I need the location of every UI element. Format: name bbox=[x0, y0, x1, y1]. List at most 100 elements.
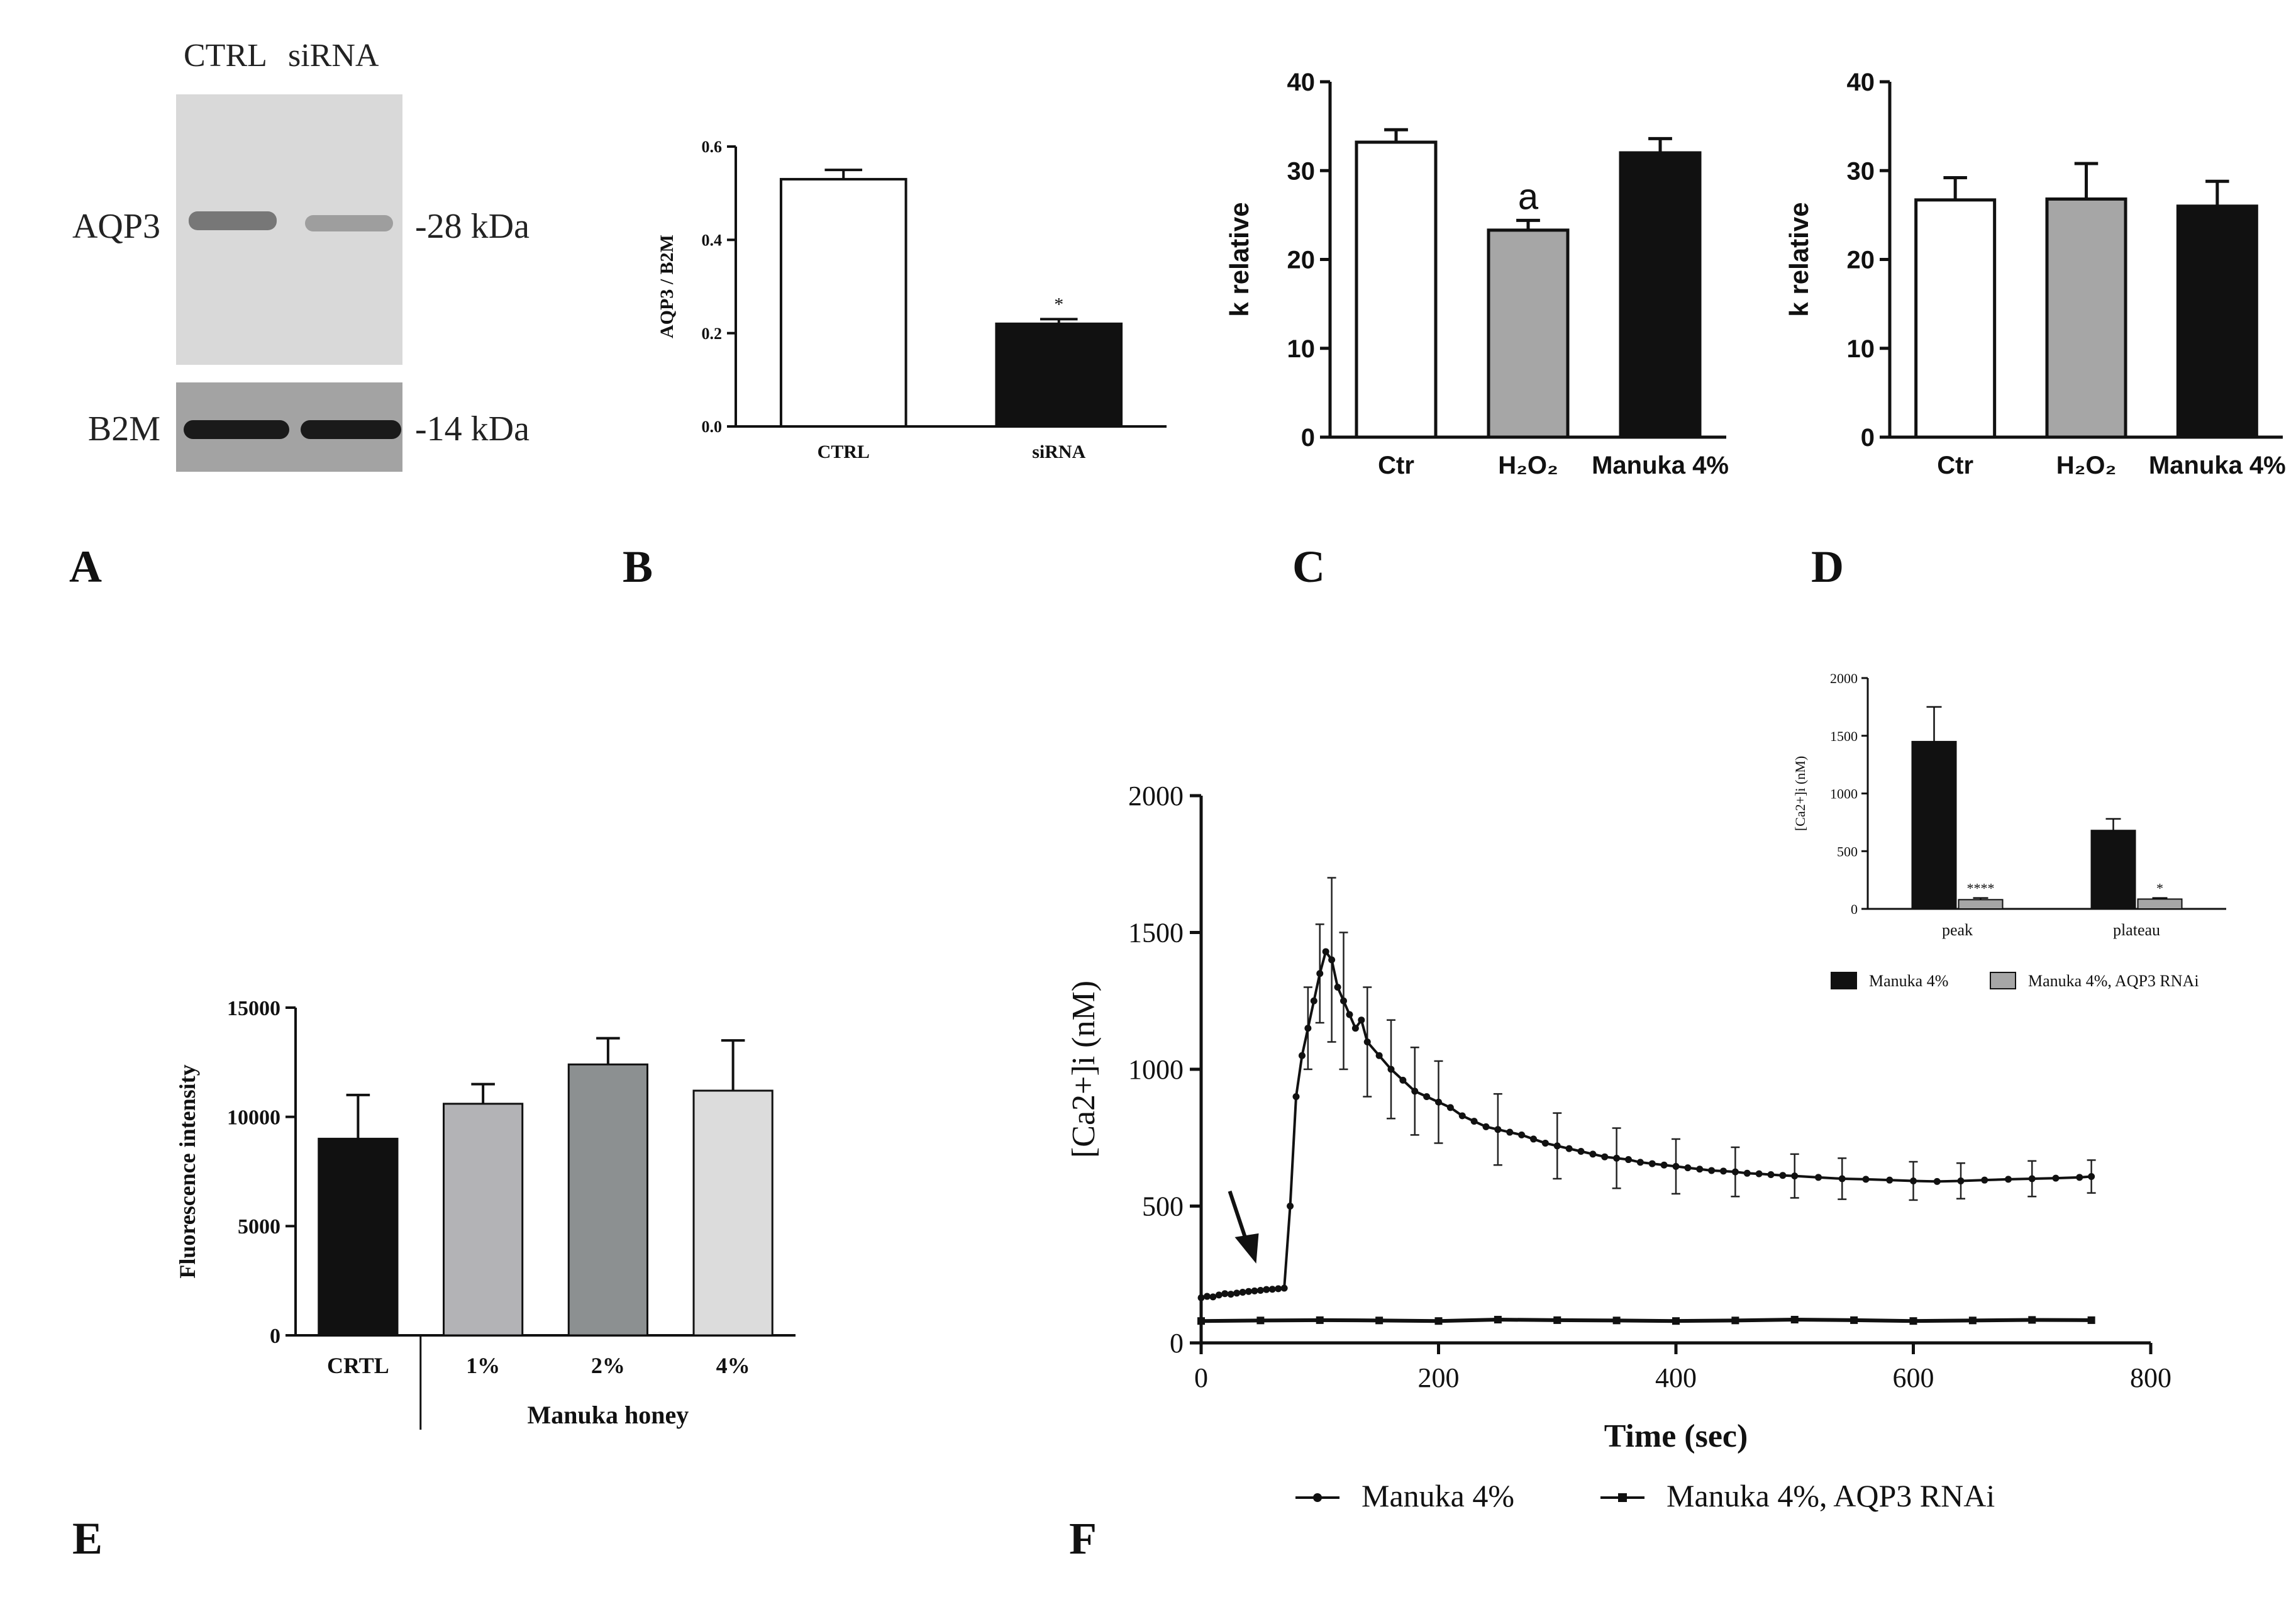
data-point-aqp3-rnai bbox=[1612, 1316, 1621, 1325]
data-point-manuka bbox=[1375, 1052, 1383, 1059]
data-point-manuka bbox=[1239, 1289, 1246, 1296]
data-point-manuka bbox=[1660, 1161, 1668, 1169]
bar-annotation: * bbox=[1054, 294, 1063, 314]
data-point-manuka bbox=[1268, 1286, 1276, 1293]
legend-label-aqp3-rnai: Manuka 4%, AQP3 RNAi bbox=[1667, 1478, 1995, 1513]
y-tick-label: 1500 bbox=[1830, 728, 1858, 744]
data-point-manuka bbox=[1684, 1164, 1692, 1172]
y-tick-label: 30 bbox=[1847, 157, 1875, 185]
y-axis-label: AQP3 / B2M bbox=[657, 235, 677, 338]
data-point-manuka bbox=[1322, 948, 1329, 955]
y-tick-label: 20 bbox=[1287, 247, 1316, 274]
data-point-manuka bbox=[1435, 1098, 1442, 1106]
data-point-manuka bbox=[1316, 970, 1324, 977]
data-point-manuka bbox=[1553, 1142, 1561, 1150]
data-point-manuka bbox=[1423, 1093, 1431, 1100]
y-tick-label: 0.0 bbox=[702, 418, 723, 436]
data-point-manuka bbox=[1910, 1177, 1917, 1184]
data-point-manuka bbox=[1815, 1174, 1822, 1181]
data-point-manuka bbox=[1648, 1160, 1656, 1167]
x-tick-label: Ctr bbox=[1378, 452, 1414, 479]
x-tick-label: CRTL bbox=[327, 1353, 389, 1378]
data-point-manuka bbox=[2028, 1175, 2036, 1182]
y-tick-label: 5000 bbox=[238, 1215, 280, 1238]
blot-mw-b2m: -14 kDa bbox=[415, 409, 530, 448]
data-point-manuka bbox=[1565, 1145, 1573, 1152]
x-tick-label: 600 bbox=[1893, 1362, 1934, 1393]
data-point-aqp3-rnai bbox=[2028, 1316, 2036, 1324]
y-tick-label: 500 bbox=[1142, 1191, 1184, 1222]
data-point-manuka bbox=[1838, 1175, 1846, 1182]
data-point-manuka bbox=[1613, 1154, 1621, 1162]
data-point-manuka bbox=[1862, 1176, 1870, 1183]
data-point-manuka bbox=[1203, 1293, 1211, 1300]
data-point-manuka bbox=[1933, 1177, 1941, 1185]
panel-label-d: D bbox=[1811, 542, 1844, 592]
data-point-manuka bbox=[1310, 997, 1317, 1004]
data-point-manuka bbox=[1215, 1291, 1223, 1299]
x-tick-label: CTRL bbox=[818, 442, 870, 462]
x-tick-label: H₂O₂ bbox=[1498, 452, 1558, 479]
data-point-manuka bbox=[1351, 1025, 1359, 1032]
arrow-head bbox=[1234, 1233, 1259, 1264]
legend-marker-aqp3-rnai bbox=[1618, 1493, 1627, 1502]
y-tick-label: 40 bbox=[1847, 69, 1875, 96]
data-point-manuka bbox=[1791, 1172, 1799, 1180]
bar bbox=[1619, 151, 1702, 439]
blot-lane-ctrl: CTRL bbox=[184, 38, 267, 74]
x-tick-label: 1% bbox=[466, 1353, 500, 1378]
blot-lane-sirna: siRNA bbox=[288, 38, 379, 74]
data-point-manuka bbox=[1387, 1066, 1395, 1073]
bar bbox=[2176, 204, 2258, 439]
panel-label-b: B bbox=[623, 542, 653, 592]
panel-label-f: F bbox=[1069, 1513, 1097, 1564]
inset-x-tick-label: peak bbox=[1942, 921, 1973, 939]
data-point-aqp3-rnai bbox=[1790, 1316, 1799, 1324]
y-tick-label: 10000 bbox=[227, 1106, 280, 1130]
y-tick-label: 2000 bbox=[1128, 781, 1184, 811]
data-point-manuka bbox=[1275, 1285, 1282, 1293]
y-tick-label: 0 bbox=[270, 1325, 280, 1348]
data-point-aqp3-rnai bbox=[1256, 1316, 1265, 1325]
data-point-manuka bbox=[1720, 1167, 1727, 1175]
inset-legend-label-aqp3-rnai: Manuka 4%, AQP3 RNAi bbox=[2028, 972, 2199, 990]
chart-d: 0 10 20 30 40 Ctr H₂O₂ Manuka 4% k relative bbox=[1784, 69, 2286, 479]
data-point-manuka bbox=[1334, 984, 1341, 991]
data-point-aqp3-rnai bbox=[2087, 1316, 2095, 1324]
blot-band-b2m-ctrl bbox=[184, 420, 289, 439]
data-point-manuka bbox=[1981, 1176, 1988, 1184]
chart-f-inset: 0 500 1000 1500 2000 **** peak * plateau [Ca2+]i … bbox=[1792, 671, 2226, 990]
y-tick-label: 2000 bbox=[1830, 671, 1858, 686]
y-tick-label: 40 bbox=[1287, 69, 1316, 96]
x-tick-label: 800 bbox=[2130, 1362, 2171, 1393]
data-point-manuka bbox=[1577, 1148, 1585, 1155]
bar bbox=[1355, 140, 1438, 439]
data-point-manuka bbox=[2076, 1174, 2083, 1181]
data-point-manuka bbox=[1233, 1289, 1241, 1297]
data-point-manuka bbox=[1446, 1104, 1454, 1111]
bar-annotation: a bbox=[1518, 176, 1539, 217]
inset-legend-swatch-manuka bbox=[1831, 972, 1857, 989]
y-tick-label: 10 bbox=[1287, 335, 1316, 363]
data-point-aqp3-rnai bbox=[1553, 1316, 1561, 1324]
x-tick-label: H₂O₂ bbox=[2056, 452, 2117, 479]
inset-bar bbox=[2090, 830, 2136, 910]
data-point-manuka bbox=[1209, 1293, 1217, 1301]
inset-legend-swatch-aqp3-rnai bbox=[1990, 972, 2016, 989]
y-tick-label: 0.4 bbox=[702, 231, 723, 249]
data-point-manuka bbox=[1470, 1118, 1478, 1125]
inset-bar bbox=[1958, 899, 2004, 910]
x-axis-label: Time (sec) bbox=[1604, 1418, 1748, 1454]
legend-label-manuka: Manuka 4% bbox=[1362, 1478, 1514, 1513]
panel-label-c: C bbox=[1292, 542, 1325, 592]
data-point-manuka bbox=[1957, 1177, 1965, 1184]
bar bbox=[2045, 197, 2127, 439]
chart-c: 0 10 20 30 40 Ctr a H₂O₂ Manuka 4% k relative bbox=[1224, 69, 1729, 479]
data-point-aqp3-rnai bbox=[1316, 1316, 1324, 1324]
data-point-aqp3-rnai bbox=[1197, 1317, 1205, 1325]
data-point-manuka bbox=[1458, 1112, 1466, 1120]
data-point-manuka bbox=[1221, 1290, 1229, 1298]
inset-x-tick-label: plateau bbox=[2113, 921, 2160, 939]
data-point-manuka bbox=[1506, 1128, 1514, 1136]
y-axis-label: k relative bbox=[1784, 202, 1814, 316]
